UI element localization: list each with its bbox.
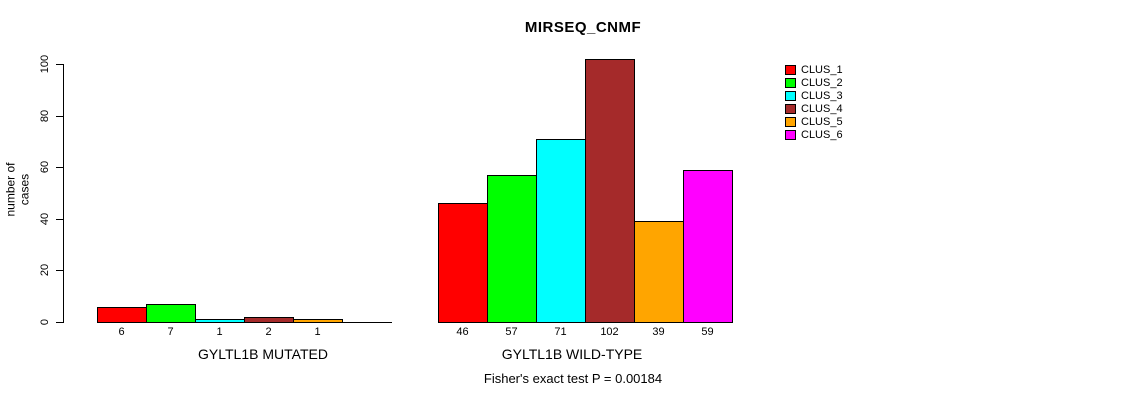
bar-clus_4 (585, 58, 635, 323)
bar-value-label: 57 (505, 326, 518, 338)
bar-clus_3 (536, 138, 586, 323)
y-tick-label: 100 (39, 54, 51, 74)
bar-value-label: 71 (554, 326, 567, 338)
bar-value-label: 7 (167, 326, 174, 338)
bar-value-label: 46 (456, 326, 469, 338)
y-tick-mark (56, 115, 63, 117)
bar-value-label: 59 (701, 326, 714, 338)
y-tick-label: 60 (39, 161, 51, 174)
bar-value-label: 102 (600, 326, 619, 338)
y-tick-label: 0 (39, 318, 51, 326)
bar-value-label: 6 (118, 326, 125, 338)
legend: CLUS_1 CLUS_2 CLUS_3 CLUS_4 CLUS_5 CLUS_6 (785, 63, 843, 141)
legend-label: CLUS_4 (801, 102, 843, 115)
legend-label: CLUS_6 (801, 128, 843, 141)
y-tick-mark (56, 167, 63, 169)
legend-item: CLUS_3 (785, 89, 843, 102)
legend-item: CLUS_5 (785, 115, 843, 128)
bar-value-label: 39 (652, 326, 665, 338)
legend-item: CLUS_4 (785, 102, 843, 115)
bar-clus_2 (487, 174, 537, 323)
y-tick-mark (56, 322, 63, 323)
legend-swatch (785, 90, 796, 101)
group-label-mutated: GYLTL1B MUTATED (198, 346, 328, 362)
bar-clus_5 (293, 319, 343, 323)
bar-clus_1 (438, 203, 488, 323)
bar-clus_4 (244, 316, 294, 323)
legend-label: CLUS_2 (801, 76, 843, 89)
y-tick-mark (56, 64, 63, 65)
bar-clus_2 (146, 303, 196, 323)
fisher-test-annotation: Fisher's exact test P = 0.00184 (483, 371, 663, 386)
bar-clus_3 (195, 319, 245, 323)
legend-item: CLUS_1 (785, 63, 843, 76)
bar-clus_1 (97, 306, 147, 323)
legend-label: CLUS_5 (801, 115, 843, 128)
legend-label: CLUS_1 (801, 63, 843, 76)
legend-swatch (785, 116, 796, 127)
chart-title: MIRSEQ_CNMF (524, 19, 642, 36)
y-tick-label: 40 (39, 212, 51, 225)
y-axis-line (63, 64, 64, 323)
y-tick-mark (56, 270, 63, 272)
bar-clus_6 (683, 169, 733, 323)
legend-item: CLUS_6 (785, 128, 843, 141)
legend-swatch (785, 77, 796, 88)
group-label-wild-type: GYLTL1B WILD-TYPE (501, 346, 643, 362)
legend-label: CLUS_3 (801, 89, 843, 102)
legend-item: CLUS_2 (785, 76, 843, 89)
y-tick-label: 20 (39, 264, 51, 277)
bar-value-label: 2 (265, 326, 272, 338)
bar-clus_5 (634, 221, 684, 323)
legend-swatch (785, 103, 796, 114)
legend-swatch (785, 129, 796, 140)
y-tick-mark (56, 218, 63, 220)
bar-value-label: 1 (216, 326, 223, 338)
y-axis-label: number of cases (3, 162, 32, 217)
bar-value-label: 1 (314, 326, 321, 338)
legend-swatch (785, 64, 796, 75)
y-tick-label: 80 (39, 109, 51, 122)
